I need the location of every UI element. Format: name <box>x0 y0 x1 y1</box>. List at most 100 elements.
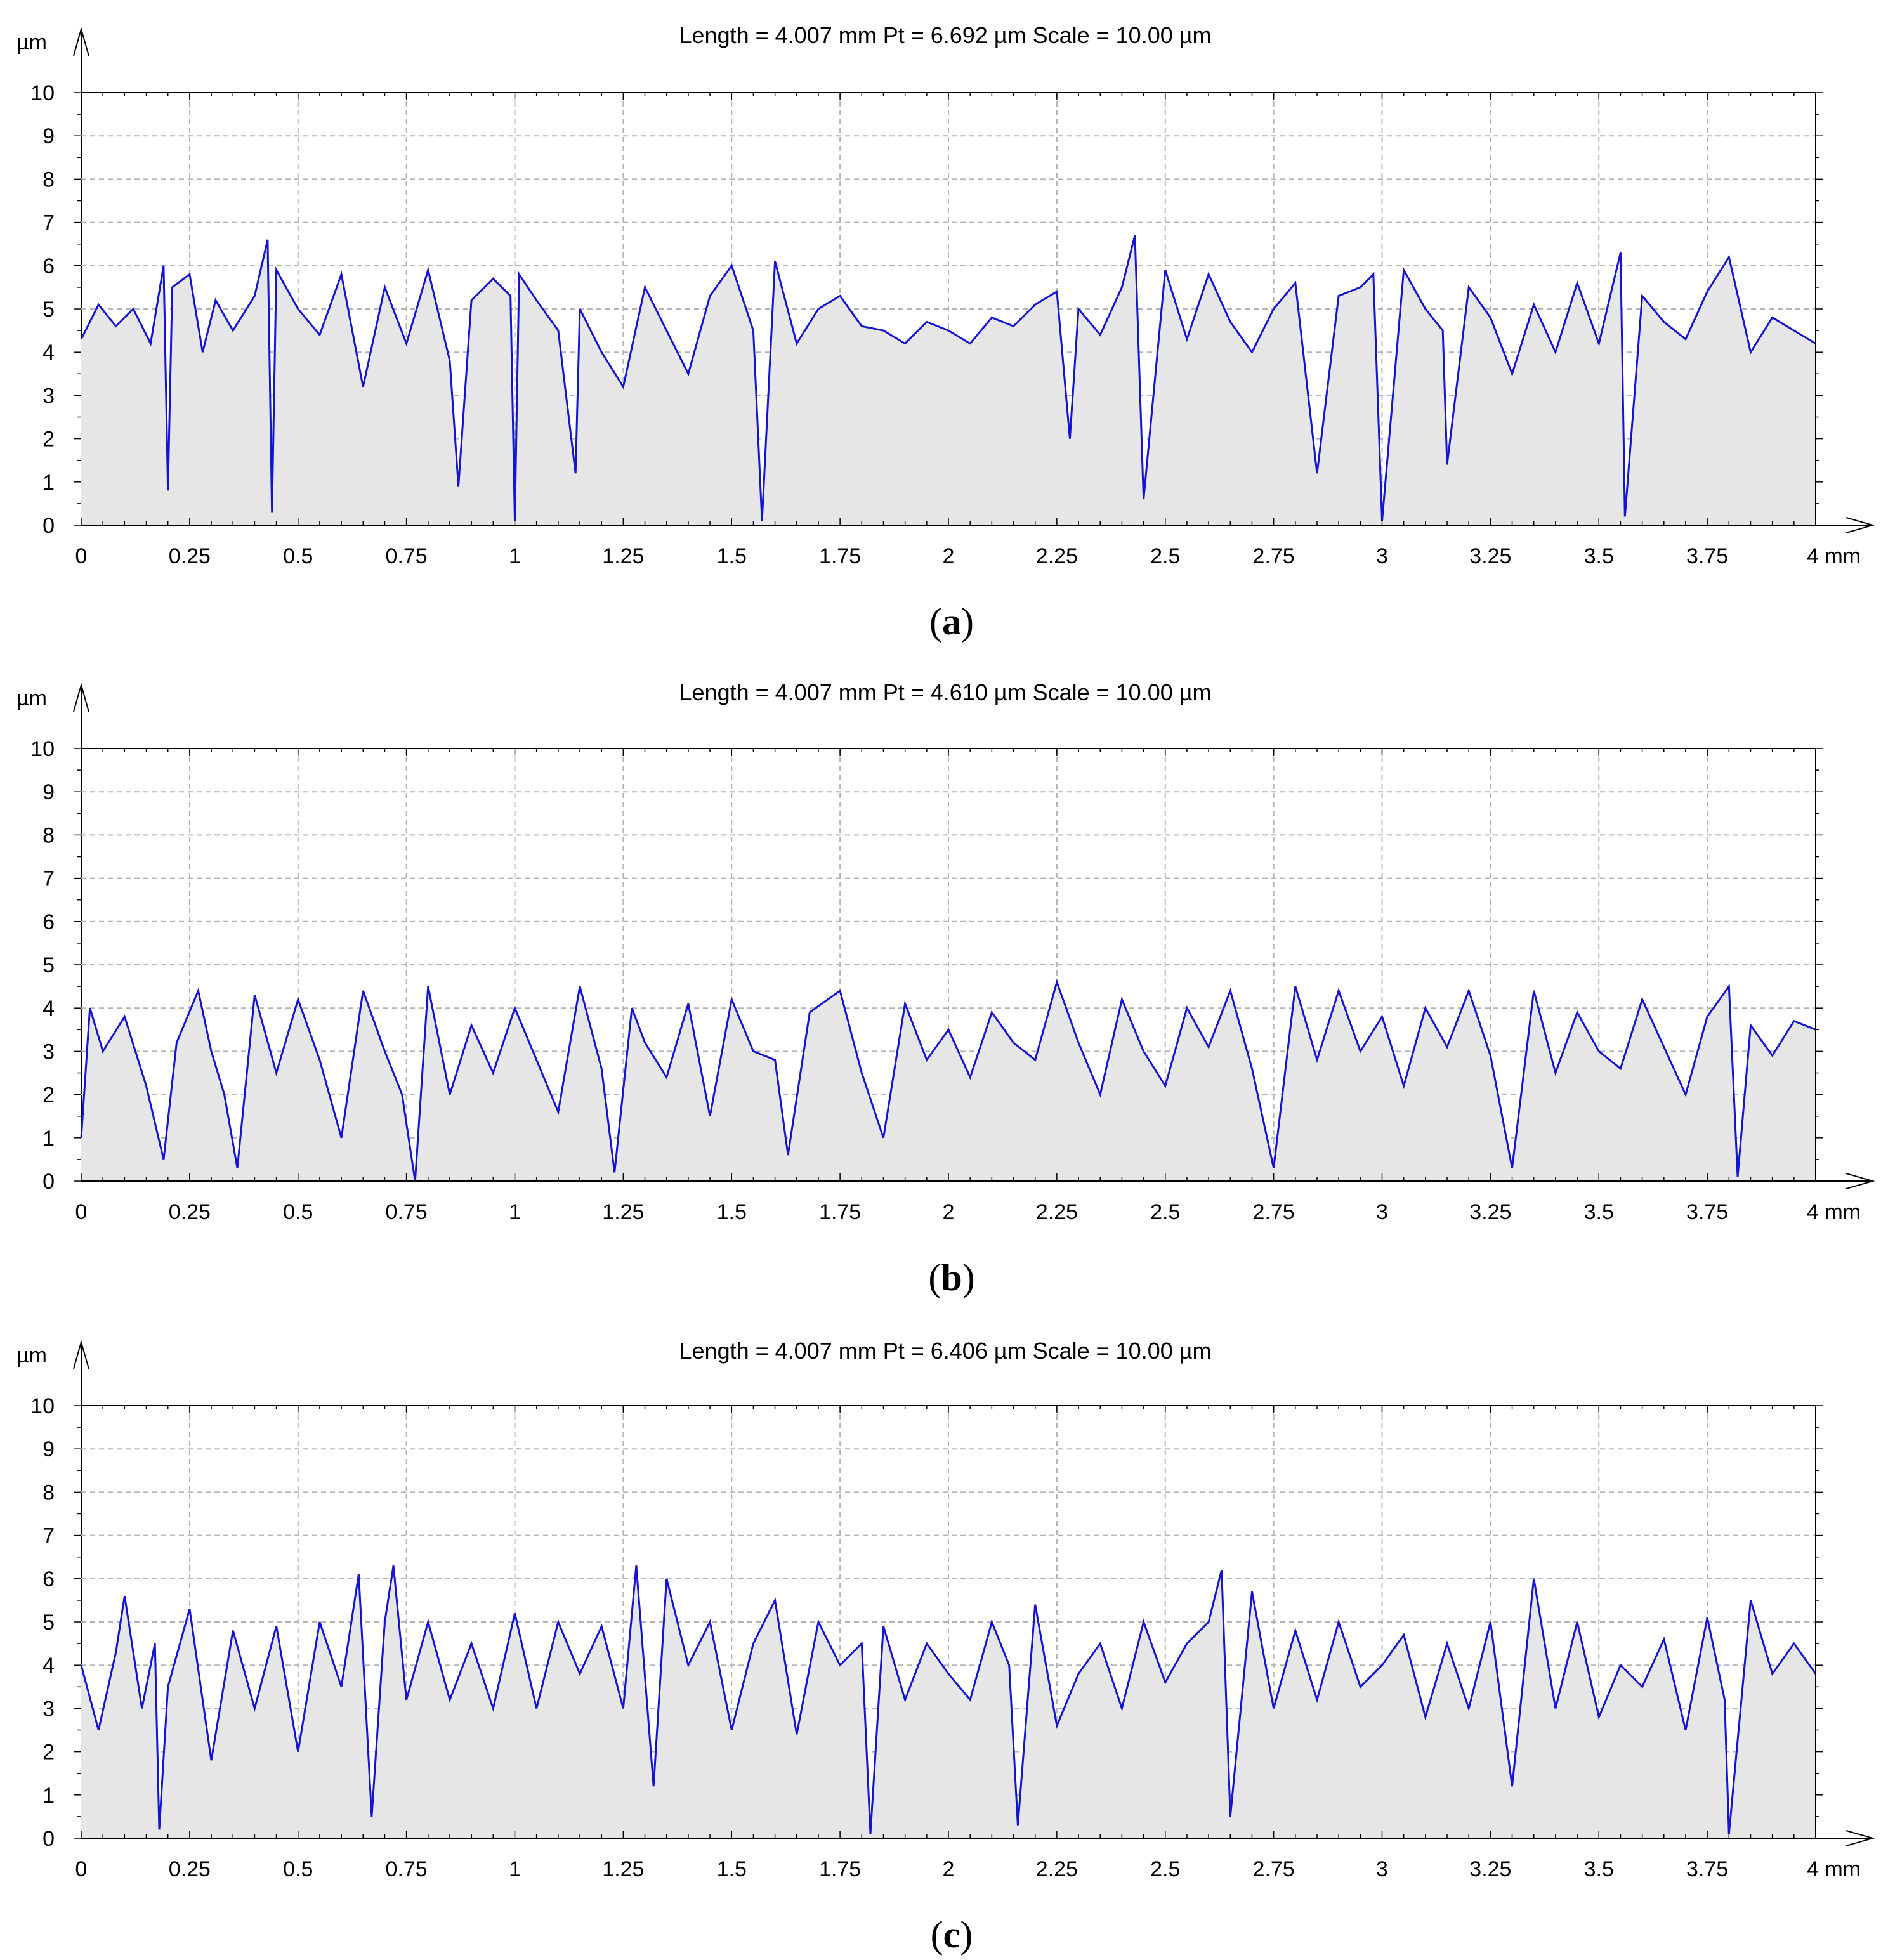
panel-caption-letter: b <box>941 1257 962 1298</box>
chart-header: Length = 4.007 mm Pt = 6.406 µm Scale = … <box>679 1338 1212 1364</box>
panel-caption: (c) <box>931 1914 973 1956</box>
y-tick-label: 4 <box>43 996 55 1021</box>
y-axis-unit-label: µm <box>16 686 47 710</box>
profile-line <box>80 979 1816 1182</box>
x-tick-label: 3.75 <box>1686 1857 1728 1881</box>
y-axis-arrow <box>73 1340 89 1369</box>
x-tick-label: 2.75 <box>1253 1200 1295 1224</box>
y-tick-label: 7 <box>43 1524 55 1548</box>
profile-area <box>81 982 1816 1181</box>
x-tick-label: 0 <box>75 1857 88 1881</box>
panel-caption-letter: c <box>943 1914 960 1956</box>
x-tick-label: 0.5 <box>283 1200 313 1224</box>
profile-area <box>81 1565 1816 1838</box>
x-tick-label: 3.75 <box>1686 1200 1728 1224</box>
y-axis-unit-label: µm <box>16 30 47 55</box>
chart-panel-c: Length = 4.007 mm Pt = 6.406 µm Scale = … <box>16 1338 1875 1956</box>
x-tick-label: 2 <box>943 1200 955 1224</box>
x-tick-label: 3.25 <box>1469 1200 1511 1224</box>
panel-caption: (b) <box>928 1257 974 1298</box>
panel-caption: (a) <box>929 601 974 643</box>
y-axis-arrow <box>73 683 89 712</box>
x-tick-label: 0.25 <box>169 544 211 568</box>
y-tick-label: 9 <box>43 780 55 804</box>
y-tick-label: 9 <box>43 124 55 148</box>
x-tick-label: 2.25 <box>1036 1857 1078 1881</box>
profile-area <box>81 235 1816 525</box>
x-tick-label: 1.25 <box>602 1857 644 1881</box>
x-tick-label: 4 mm <box>1807 544 1861 568</box>
x-axis-arrow <box>1845 1173 1875 1189</box>
x-tick-label: 3.5 <box>1584 1857 1614 1881</box>
y-tick-label: 0 <box>43 1170 55 1194</box>
x-tick-label: 2.5 <box>1150 1200 1180 1224</box>
x-tick-label: 3 <box>1376 1200 1388 1224</box>
y-tick-label: 7 <box>43 867 55 891</box>
panel-caption-letter: a <box>942 601 961 643</box>
x-tick-label: 2.25 <box>1036 1200 1078 1224</box>
y-tick-label: 4 <box>43 341 55 365</box>
y-tick-label: 6 <box>43 254 55 278</box>
y-tick-label: 5 <box>43 953 55 977</box>
y-tick-label: 8 <box>43 823 55 847</box>
x-tick-label: 0.75 <box>386 1857 428 1881</box>
x-tick-label: 2.5 <box>1150 544 1180 568</box>
y-tick-label: 10 <box>30 81 55 105</box>
x-tick-label: 3.5 <box>1584 1200 1614 1224</box>
x-tick-label: 1.5 <box>717 1200 747 1224</box>
x-axis-arrow <box>1845 1830 1875 1846</box>
y-tick-label: 8 <box>43 1480 55 1505</box>
y-tick-label: 8 <box>43 167 55 192</box>
y-tick-label: 2 <box>43 1083 55 1107</box>
x-tick-label: 2.25 <box>1036 544 1078 568</box>
y-tick-label: 2 <box>43 428 55 452</box>
x-tick-label: 0.75 <box>386 1200 428 1224</box>
x-tick-label: 4 mm <box>1807 1857 1861 1881</box>
x-tick-label: 0 <box>75 1200 88 1224</box>
x-tick-label: 2.75 <box>1253 544 1295 568</box>
x-tick-label: 3.75 <box>1686 544 1728 568</box>
x-tick-label: 1.75 <box>819 544 861 568</box>
y-tick-label: 5 <box>43 1610 55 1635</box>
chart-panel-a: Length = 4.007 mm Pt = 6.692 µm Scale = … <box>16 22 1875 643</box>
x-tick-label: 0.25 <box>169 1200 211 1224</box>
x-tick-label: 1.5 <box>717 1857 747 1881</box>
x-tick-label: 1.5 <box>717 544 747 568</box>
y-tick-label: 7 <box>43 211 55 235</box>
x-tick-label: 2 <box>943 1857 955 1881</box>
y-axis-unit-label: µm <box>16 1343 47 1368</box>
y-axis-arrow <box>73 27 89 56</box>
x-tick-label: 3.25 <box>1469 1857 1511 1881</box>
x-tick-label: 1 <box>509 1857 521 1881</box>
y-tick-label: 0 <box>43 1827 55 1851</box>
chart-header: Length = 4.007 mm Pt = 4.610 µm Scale = … <box>679 679 1212 705</box>
y-tick-label: 1 <box>43 1784 55 1808</box>
profile-line <box>80 235 1816 521</box>
y-tick-label: 3 <box>43 384 55 408</box>
x-tick-label: 2.75 <box>1253 1857 1295 1881</box>
x-tick-label: 0.25 <box>169 1857 211 1881</box>
x-tick-label: 3 <box>1376 1857 1388 1881</box>
y-tick-label: 10 <box>30 1394 55 1418</box>
x-tick-label: 0 <box>75 544 88 568</box>
x-tick-label: 1.25 <box>602 544 644 568</box>
x-tick-label: 3 <box>1376 544 1388 568</box>
x-tick-label: 2 <box>943 544 955 568</box>
y-tick-label: 0 <box>43 514 55 538</box>
y-tick-label: 3 <box>43 1697 55 1721</box>
y-tick-label: 6 <box>43 1567 55 1591</box>
x-tick-label: 1.25 <box>602 1200 644 1224</box>
y-tick-label: 9 <box>43 1437 55 1461</box>
x-tick-label: 0.5 <box>283 544 313 568</box>
x-tick-label: 0.5 <box>283 1857 313 1881</box>
x-tick-label: 1 <box>509 544 521 568</box>
y-tick-label: 1 <box>43 471 55 495</box>
y-tick-label: 10 <box>30 737 55 761</box>
profile-line <box>80 1565 1817 1834</box>
y-tick-label: 4 <box>43 1654 55 1678</box>
x-tick-label: 0.75 <box>386 544 428 568</box>
x-tick-label: 3.5 <box>1584 544 1614 568</box>
x-tick-label: 2.5 <box>1150 1857 1180 1881</box>
x-tick-label: 1 <box>509 1200 521 1224</box>
x-tick-label: 4 mm <box>1807 1200 1861 1224</box>
